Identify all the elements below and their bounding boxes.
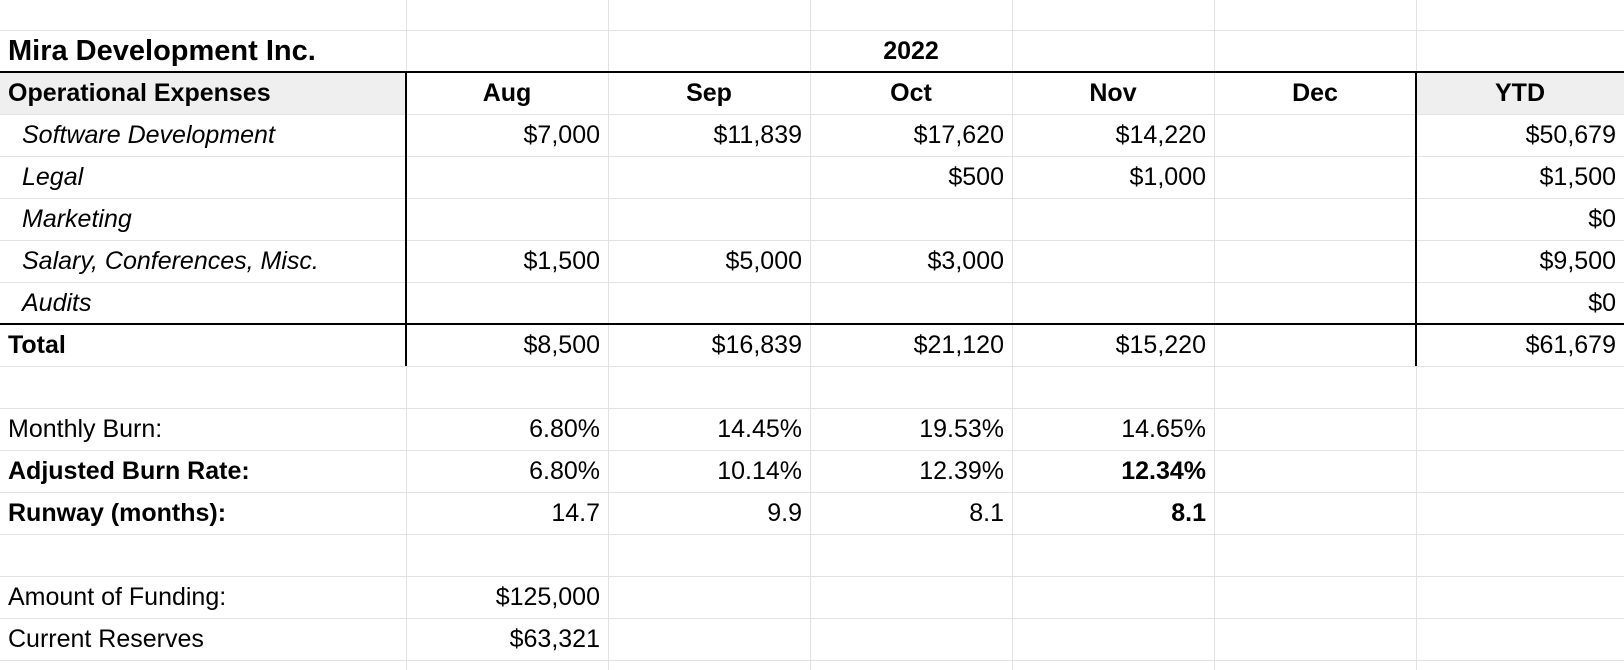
expense-label[interactable]: Marketing [22, 205, 132, 233]
total-label[interactable]: Total [8, 331, 66, 359]
gridline-row [0, 156, 1624, 157]
metric-label[interactable]: Monthly Burn: [8, 415, 163, 443]
expense-cell[interactable] [1214, 282, 1416, 324]
month-header-oct: Oct [890, 79, 932, 107]
gridline-row [0, 366, 1624, 367]
gridline-row [0, 30, 1624, 31]
border-total-top [0, 323, 1624, 325]
gridline-col [608, 0, 609, 670]
expense-cell[interactable] [810, 282, 1012, 324]
company-name: Mira Development Inc. [8, 35, 316, 67]
expense-cell[interactable]: $3,000 [927, 247, 1004, 275]
section-label: Operational Expenses [8, 79, 271, 107]
metric-cell[interactable]: 9.9 [767, 499, 802, 527]
metric-cell[interactable] [1214, 408, 1416, 450]
metric-cell[interactable]: 6.80% [529, 457, 600, 485]
gridline-row [0, 492, 1624, 493]
expense-cell[interactable]: $1,500 [523, 247, 600, 275]
month-header-sep: Sep [686, 79, 732, 107]
expense-ytd-cell[interactable]: $0 [1588, 205, 1616, 233]
metric-label[interactable]: Runway (months): [8, 499, 227, 527]
expense-cell[interactable] [1214, 156, 1416, 198]
funding-label[interactable]: Current Reserves [8, 625, 204, 653]
funding-label[interactable]: Amount of Funding: [8, 583, 227, 611]
metric-cell[interactable]: 12.39% [919, 457, 1004, 485]
expense-label[interactable]: Legal [22, 163, 84, 191]
expense-cell[interactable] [406, 156, 608, 198]
expense-cell[interactable] [406, 198, 608, 240]
expense-cell[interactable] [1012, 282, 1214, 324]
expense-ytd-cell[interactable]: $0 [1588, 289, 1616, 317]
expense-cell[interactable]: $14,220 [1115, 121, 1206, 149]
metric-cell[interactable]: 12.34% [1121, 457, 1206, 485]
expense-cell[interactable]: $500 [948, 163, 1004, 191]
total-cell[interactable]: $15,220 [1115, 331, 1206, 359]
month-header-aug: Aug [482, 79, 532, 107]
expense-ytd-cell[interactable]: $9,500 [1539, 247, 1616, 275]
gridline-col [1214, 0, 1215, 670]
expense-cell[interactable]: $5,000 [725, 247, 802, 275]
total-cell[interactable]: $8,500 [523, 331, 600, 359]
metric-label[interactable]: Adjusted Burn Rate: [8, 457, 250, 485]
gridline-row [0, 450, 1624, 451]
gridline-row [0, 408, 1624, 409]
total-ytd-cell[interactable]: $61,679 [1525, 331, 1616, 359]
expense-cell[interactable] [1214, 240, 1416, 282]
metric-cell[interactable]: 8.1 [1171, 499, 1206, 527]
expense-cell[interactable] [1214, 198, 1416, 240]
month-header-dec: Dec [1292, 79, 1338, 107]
expense-cell[interactable]: $17,620 [913, 121, 1004, 149]
expense-ytd-cell[interactable]: $1,500 [1539, 163, 1616, 191]
metric-cell[interactable]: 6.80% [529, 415, 600, 443]
expense-cell[interactable] [608, 198, 810, 240]
border-ytd-left [1415, 72, 1417, 366]
expense-cell[interactable] [1214, 114, 1416, 156]
expense-label[interactable]: Audits [22, 289, 92, 317]
gridline-row [0, 198, 1624, 199]
expense-cell[interactable]: $11,839 [713, 121, 802, 149]
expense-cell[interactable]: $7,000 [523, 121, 600, 149]
expense-cell[interactable]: $1,000 [1129, 163, 1206, 191]
gridline-row [0, 534, 1624, 535]
gridline-row [0, 114, 1624, 115]
gridline-row [0, 618, 1624, 619]
metric-cell[interactable]: 14.45% [717, 415, 802, 443]
gridline-col [810, 0, 811, 670]
ytd-header: YTD [1495, 79, 1545, 107]
expense-label[interactable]: Salary, Conferences, Misc. [22, 247, 319, 275]
metric-cell[interactable]: 14.65% [1121, 415, 1206, 443]
gridline-row [0, 282, 1624, 283]
metric-cell[interactable]: 19.53% [919, 415, 1004, 443]
funding-value[interactable]: $125,000 [495, 583, 600, 611]
total-cell[interactable] [1214, 324, 1416, 366]
gridline-row [0, 576, 1624, 577]
gridline-row [0, 660, 1624, 661]
month-header-nov: Nov [1089, 79, 1137, 107]
expense-cell[interactable] [608, 282, 810, 324]
metric-cell[interactable]: 8.1 [969, 499, 1004, 527]
border-header-top [0, 71, 1624, 73]
expense-cell[interactable] [810, 198, 1012, 240]
border-label-right [405, 72, 407, 366]
expense-cell[interactable] [1012, 240, 1214, 282]
expense-cell[interactable] [406, 282, 608, 324]
expense-cell[interactable] [1012, 198, 1214, 240]
year-header: 2022 [883, 37, 939, 65]
expense-cell[interactable] [608, 156, 810, 198]
metric-cell[interactable] [1214, 492, 1416, 534]
gridline-row [0, 240, 1624, 241]
expense-label[interactable]: Software Development [22, 121, 275, 149]
expense-ytd-cell[interactable]: $50,679 [1525, 121, 1616, 149]
gridline-col [1012, 0, 1013, 670]
total-cell[interactable]: $21,120 [913, 331, 1004, 359]
metric-cell[interactable]: 14.7 [551, 499, 600, 527]
metric-cell[interactable]: 10.14% [717, 457, 802, 485]
funding-value[interactable]: $63,321 [509, 625, 600, 653]
metric-cell[interactable] [1214, 450, 1416, 492]
total-cell[interactable]: $16,839 [711, 331, 802, 359]
header-shade-label [0, 72, 406, 114]
header-shade-ytd [1416, 72, 1624, 114]
